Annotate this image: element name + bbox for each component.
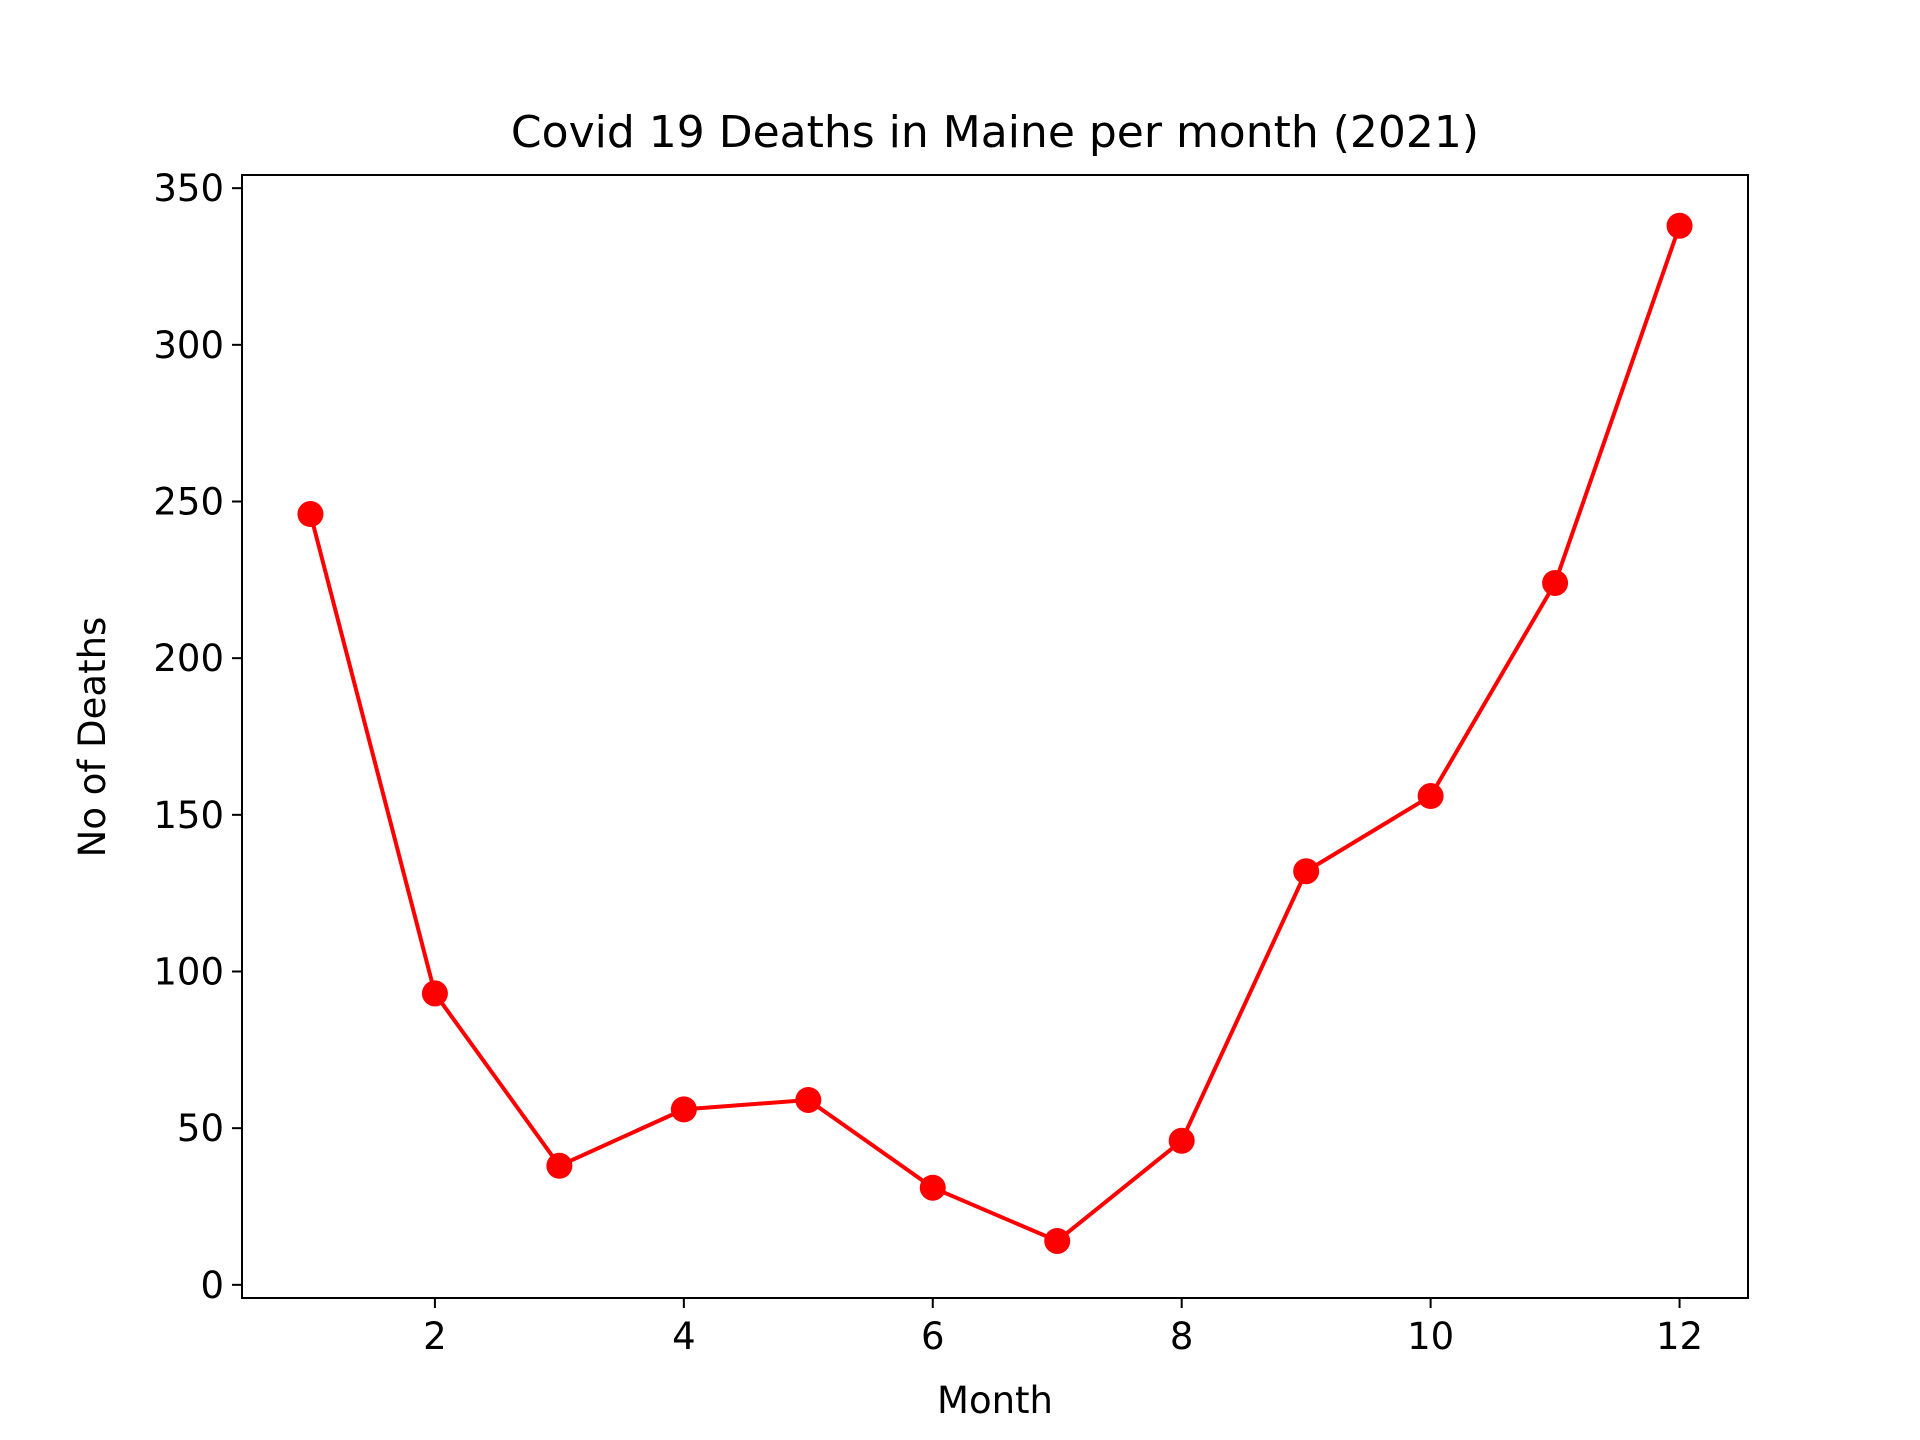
plot-frame — [241, 174, 1749, 1299]
data-point — [1168, 1127, 1195, 1154]
x-tick-label: 4 — [672, 1315, 696, 1358]
x-tick-label: 12 — [1656, 1315, 1703, 1358]
data-point — [421, 980, 448, 1007]
y-tick-label: 350 — [153, 167, 224, 210]
data-point — [546, 1152, 573, 1179]
y-tick-label: 0 — [200, 1264, 224, 1307]
x-tick-label: 6 — [921, 1315, 945, 1358]
y-tick-label: 300 — [153, 324, 224, 367]
x-tick-label: 2 — [423, 1315, 447, 1358]
plot-area: 2 4 6 8 10 12 0 50 100 150 200 250 300 350 — [153, 167, 1749, 1358]
chart-title: Covid 19 Deaths in Maine per month (2021… — [511, 107, 1479, 158]
x-axis-label: Month — [937, 1379, 1053, 1422]
x-tick-label: 8 — [1170, 1315, 1194, 1358]
data-point — [795, 1086, 822, 1113]
y-tick-label: 150 — [153, 794, 224, 837]
data-point — [1542, 569, 1569, 596]
y-tick-label: 200 — [153, 637, 224, 680]
data-point — [919, 1174, 946, 1201]
x-tick-label: 10 — [1407, 1315, 1454, 1358]
y-tick-label: 100 — [153, 951, 224, 994]
y-tick-label: 250 — [153, 480, 224, 523]
data-point — [1666, 212, 1693, 239]
y-axis-label: No of Deaths — [71, 617, 114, 858]
data-point — [1044, 1227, 1071, 1254]
series-line — [308, 225, 1682, 1243]
data-point — [297, 501, 324, 528]
data-point — [1417, 783, 1444, 810]
y-tick-label: 50 — [177, 1107, 224, 1150]
data-point — [1293, 858, 1320, 885]
data-point — [670, 1096, 697, 1123]
